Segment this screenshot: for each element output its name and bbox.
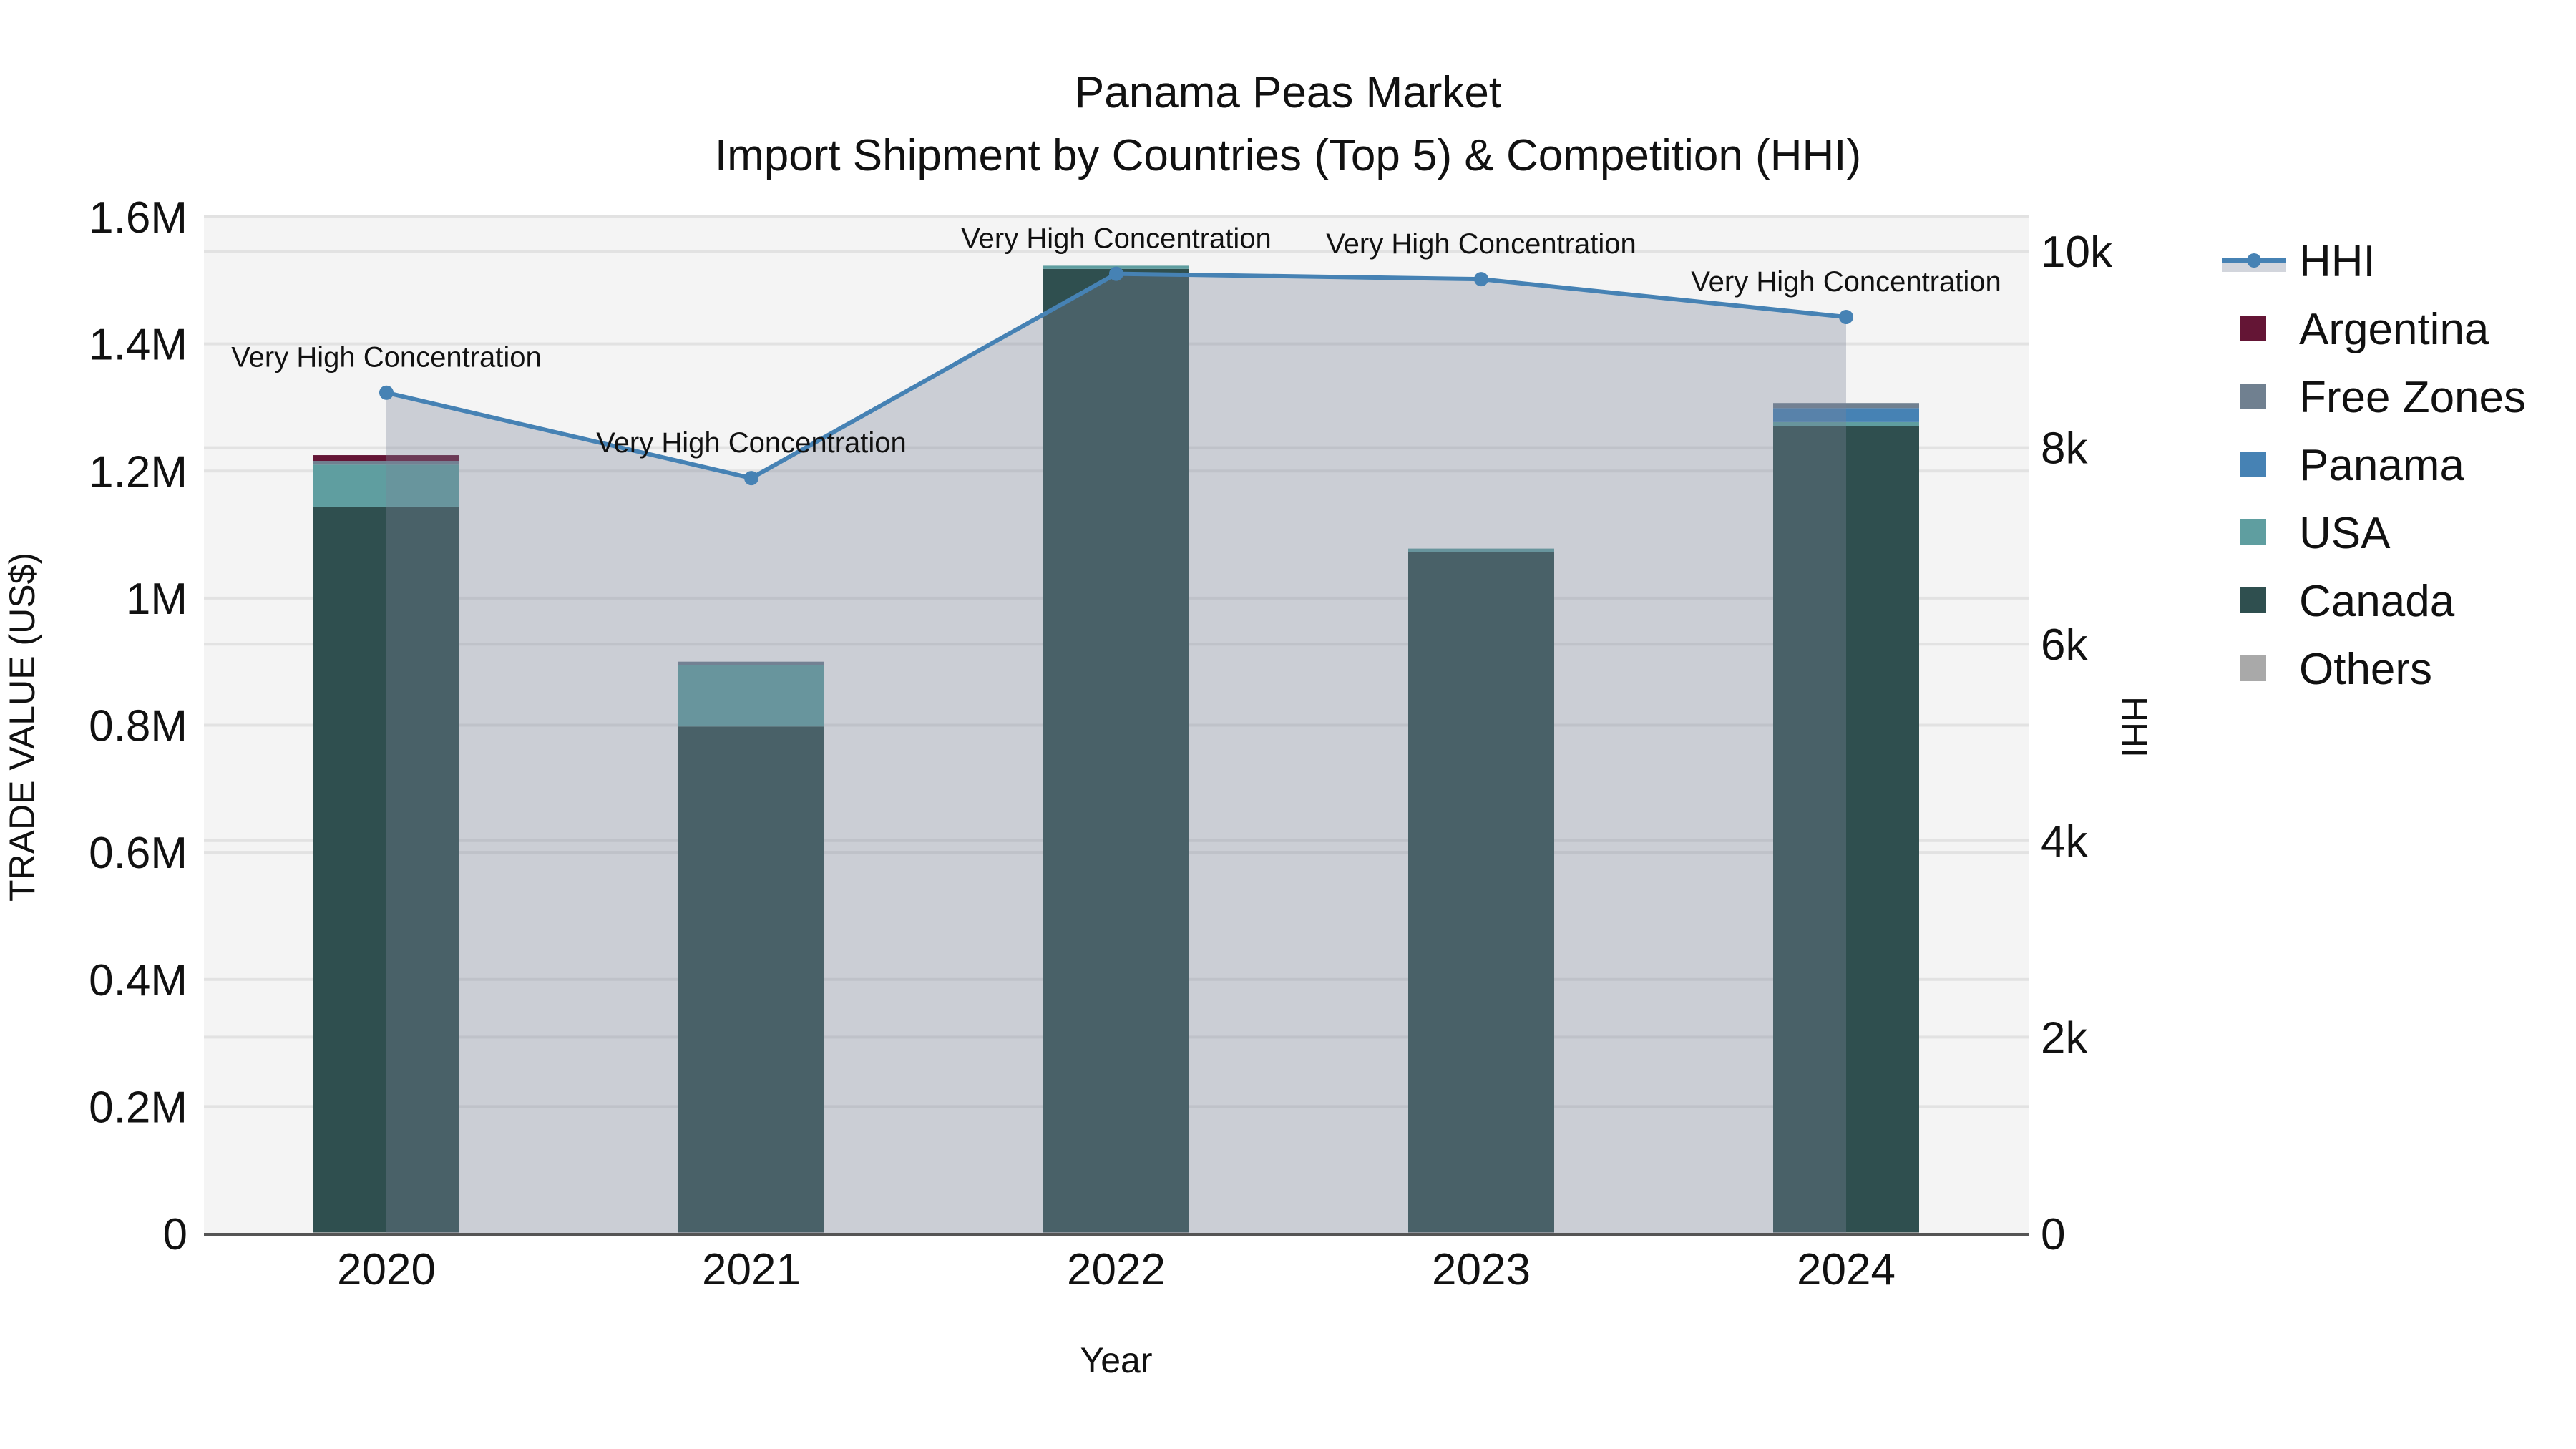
legend-swatch-icon <box>2240 587 2266 613</box>
hhi-annotations: Very High Concentration Very High Concent… <box>231 223 2001 459</box>
x-tick-label: 2022 <box>1067 1245 1166 1294</box>
legend-item-canada[interactable]: Canada <box>2240 577 2455 626</box>
hhi-marker <box>1474 272 1488 287</box>
y-right-tick-label: 2k <box>2041 1013 2088 1063</box>
y-axis-right-title: HHI <box>2114 696 2155 758</box>
legend-label: USA <box>2299 509 2391 558</box>
y-right-tick-label: 4k <box>2041 817 2088 867</box>
y-right-tick-label: 8k <box>2041 424 2088 474</box>
bar-segment-free-zones <box>678 661 824 665</box>
legend-swatch-icon <box>2240 655 2266 681</box>
y-left-tick-label: 0 <box>163 1210 187 1259</box>
legend-label: Others <box>2299 645 2432 694</box>
legend-item-panama[interactable]: Panama <box>2240 441 2464 490</box>
legend-item-hhi[interactable]: HHI <box>2222 237 2376 286</box>
legend-label: Panama <box>2299 441 2464 490</box>
bar-segment-argentina <box>313 455 459 462</box>
bar-segment-usa <box>1773 421 1919 426</box>
chart-title: Panama Peas Market <box>1075 68 1501 117</box>
chart-subtitle: Import Shipment by Countries (Top 5) & C… <box>715 131 1861 180</box>
legend-label: Argentina <box>2299 305 2489 354</box>
legend-swatch-icon <box>2240 519 2266 545</box>
bar-segment-usa <box>313 464 459 507</box>
hhi-series <box>379 266 1853 1234</box>
y-left-tick-label: 1M <box>126 575 187 624</box>
annotation-label: Very High Concentration <box>596 427 907 459</box>
legend-item-free-zones[interactable]: Free Zones <box>2240 373 2526 422</box>
bar-segment-usa <box>1408 548 1554 552</box>
bar-segment-canada <box>1773 426 1919 1233</box>
bar-segment-canada <box>313 506 459 1233</box>
x-axis-title: Year <box>1080 1340 1152 1380</box>
legend-item-others[interactable]: Others <box>2240 645 2432 694</box>
legend: HHI Argentina Free Zones Panama USA Canada Oth… <box>2222 237 2526 694</box>
x-tick-label: 2020 <box>337 1245 436 1294</box>
y-left-tick-label: 0.4M <box>89 956 187 1005</box>
annotation-label: Very High Concentration <box>1691 266 2001 298</box>
y-axis-left-title: TRADE VALUE (US$) <box>2 552 42 902</box>
y-axis-left: 0 0.2M 0.4M 0.6M 0.8M 1M 1.2M 1.4M 1.6M <box>89 193 187 1259</box>
x-tick-label: 2024 <box>1797 1245 1896 1294</box>
x-axis: 2020 2021 2022 2023 2024 <box>337 1245 1896 1294</box>
y-left-tick-label: 1.2M <box>89 447 187 497</box>
bar-segment-canada <box>1043 268 1189 1233</box>
hhi-area <box>386 273 1846 1234</box>
hhi-marker <box>379 385 394 400</box>
legend-label: HHI <box>2299 237 2376 286</box>
annotation-label: Very High Concentration <box>231 342 542 374</box>
y-right-tick-label: 10k <box>2041 228 2113 277</box>
annotation-label: Very High Concentration <box>1326 228 1636 260</box>
legend-label: Canada <box>2299 577 2455 626</box>
legend-swatch-icon <box>2240 316 2266 341</box>
legend-item-usa[interactable]: USA <box>2240 509 2391 558</box>
legend-label: Free Zones <box>2299 373 2526 422</box>
y-right-tick-label: 6k <box>2041 620 2088 670</box>
y-left-tick-label: 1.4M <box>89 321 187 370</box>
bar-segment-canada <box>678 726 824 1233</box>
legend-item-argentina[interactable]: Argentina <box>2240 305 2489 354</box>
y-left-tick-label: 0.2M <box>89 1083 187 1132</box>
y-left-tick-label: 0.8M <box>89 702 187 751</box>
bar-segment-usa <box>678 665 824 727</box>
stacked-bars <box>313 265 1919 1234</box>
legend-marker-icon <box>2247 253 2261 268</box>
annotation-label: Very High Concentration <box>961 223 1272 255</box>
bar-segment-panama <box>1773 408 1919 422</box>
hhi-marker <box>1839 309 1853 324</box>
legend-swatch-icon <box>2240 384 2266 409</box>
y-axis-right: 0 2k 4k 6k 8k 10k <box>2041 228 2113 1259</box>
legend-swatch-icon <box>2240 452 2266 477</box>
hhi-marker <box>1109 266 1123 281</box>
x-tick-label: 2023 <box>1432 1245 1531 1294</box>
bar-segment-canada <box>1408 552 1554 1233</box>
y-left-tick-label: 0.6M <box>89 829 187 878</box>
x-tick-label: 2021 <box>702 1245 801 1294</box>
y-right-tick-label: 0 <box>2041 1210 2065 1259</box>
bar-segment-free-zones <box>313 461 459 465</box>
hhi-marker <box>744 471 758 486</box>
bar-segment-free-zones <box>1773 403 1919 409</box>
y-left-tick-label: 1.6M <box>89 193 187 243</box>
